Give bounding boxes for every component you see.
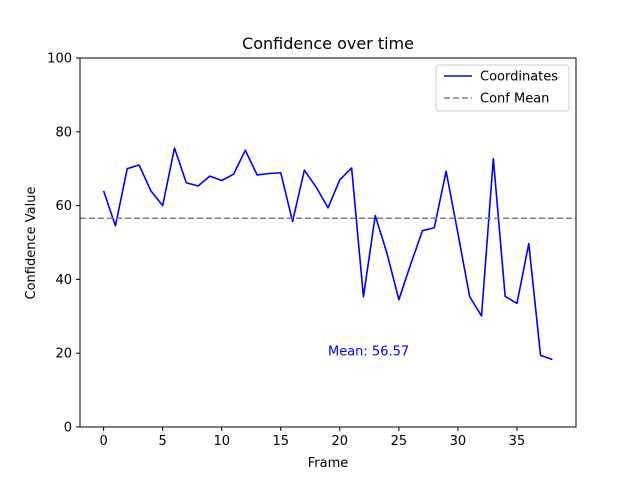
x-tick-label: 30	[450, 434, 467, 449]
x-tick-label: 25	[391, 434, 408, 449]
y-tick-label: 60	[55, 199, 72, 214]
y-axis-label: Confidence Value	[24, 187, 39, 300]
x-tick-label: 0	[99, 434, 107, 449]
y-tick-label: 20	[55, 347, 72, 362]
series-line-coordinates	[102, 147, 553, 361]
mean-annotation: Mean: 56.57	[328, 344, 409, 359]
legend-label: Conf Mean	[480, 92, 549, 107]
x-axis-label: Frame	[308, 456, 349, 471]
y-tick-label: 80	[55, 125, 72, 140]
y-tick-label: 0	[64, 421, 72, 436]
y-tick-label: 100	[47, 52, 72, 67]
plot-area: Mean: 56.57	[80, 147, 576, 361]
x-tick-label: 20	[332, 434, 349, 449]
legend: Coordinates Conf Mean	[435, 64, 570, 112]
axis-ticks: 0 5 10 15 20 25 30 35 0 20 40 60 80 100	[47, 52, 525, 450]
x-tick-label: 10	[213, 434, 230, 449]
x-tick-label: 15	[272, 434, 289, 449]
legend-label: Coordinates	[480, 70, 558, 85]
y-tick-label: 40	[55, 273, 72, 288]
x-tick-label: 35	[509, 434, 526, 449]
x-tick-label: 5	[159, 434, 167, 449]
plot-frame	[79, 57, 577, 428]
chart-title: Confidence over time	[242, 34, 414, 53]
